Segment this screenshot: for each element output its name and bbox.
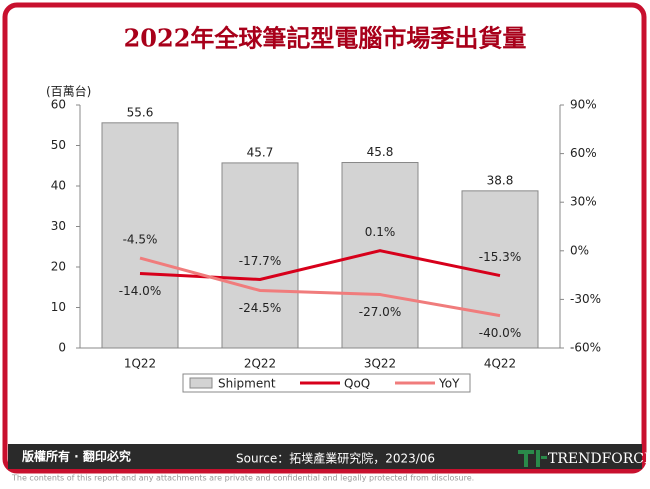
line-label: -17.7% — [239, 254, 281, 268]
x-tick-label: 4Q22 — [484, 357, 516, 371]
bar — [101, 122, 179, 349]
y-tick-label: 30 — [51, 219, 66, 233]
y2-tick-label: 60% — [570, 146, 597, 160]
y-tick-label: 50 — [51, 138, 66, 152]
y2-tick-label: 0% — [570, 243, 589, 257]
chart-title: 2022年全球筆記型電腦市場季出貨量 — [124, 24, 527, 53]
line-label: -24.5% — [239, 301, 281, 315]
y-tick-label: 40 — [51, 179, 66, 193]
y2-tick-label: 30% — [570, 195, 597, 209]
x-tick-label: 2Q22 — [244, 357, 276, 371]
source: Source：拓墣產業研究院，2023/06 — [236, 451, 435, 466]
bar-label: 55.6 — [127, 105, 154, 119]
copyright: 版權所有 · 翻印必究 — [22, 449, 131, 464]
y2-tick-label: -60% — [570, 341, 601, 355]
legend-swatch — [189, 377, 213, 389]
line-label: -40.0% — [479, 326, 521, 340]
legend-label: Shipment — [218, 377, 276, 391]
y2-tick-label: -30% — [570, 292, 601, 306]
line — [139, 249, 501, 281]
y-axis-label: (百萬台) — [46, 84, 91, 99]
y-tick-label: 0 — [58, 341, 66, 355]
y-tick-label: 20 — [51, 260, 66, 274]
line — [139, 256, 501, 318]
bar-label: 38.8 — [487, 173, 514, 187]
bar-label: 45.7 — [247, 145, 274, 159]
legend-label: YoY — [438, 377, 460, 391]
y2-tick-label: 90% — [570, 98, 597, 112]
y-tick-label: 60 — [51, 98, 66, 112]
logo-icon — [518, 450, 547, 467]
y-tick-label: 10 — [51, 300, 66, 314]
disclaimer: The contents of this report and any atta… — [11, 474, 474, 483]
x-tick-label: 3Q22 — [364, 357, 396, 371]
line-label: 0.1% — [365, 225, 396, 239]
line-label: -27.0% — [359, 305, 401, 319]
line-label: -4.5% — [123, 233, 158, 247]
bar-label: 45.8 — [367, 145, 394, 159]
line-label: -14.0% — [119, 284, 161, 298]
x-tick-label: 1Q22 — [124, 357, 156, 371]
bar — [221, 162, 299, 349]
logo: TRENDFORCE — [548, 451, 650, 467]
line-label: -15.3% — [479, 250, 521, 264]
frame — [2, 2, 647, 474]
legend-label: QoQ — [344, 377, 370, 391]
